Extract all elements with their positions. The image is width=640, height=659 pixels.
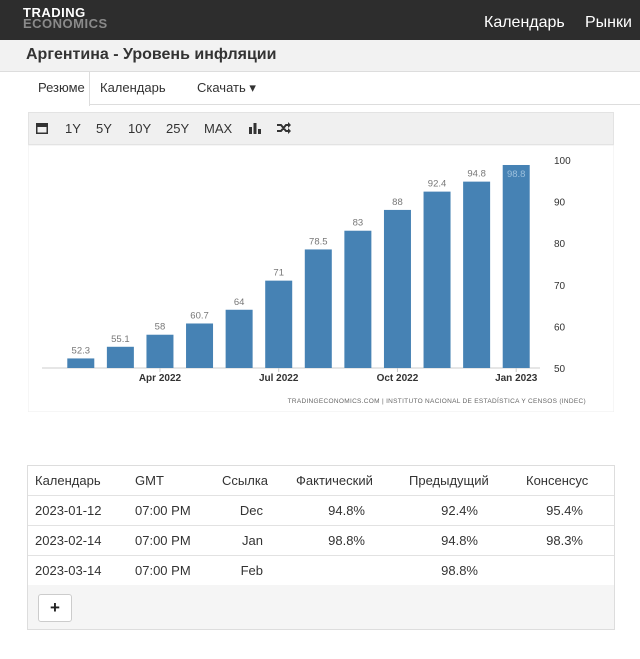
data-label: 55.1 [111,334,130,345]
chart: TRADINGECONOMICS.COM | INSTITUTO NACIONA… [28,145,614,412]
data-label: 78.5 [309,236,328,247]
calendar-table [27,465,615,630]
x-tick-label: Apr 2022 [139,373,182,384]
bar [423,191,451,368]
data-label: 94.8 [467,169,486,180]
bar [344,230,372,368]
table-cell: Dec [239,503,263,518]
data-label: 98.8 [507,169,526,180]
table-cell: Feb [240,563,263,578]
bar [186,323,214,368]
calendar-icon[interactable] [35,121,49,135]
table-cell: Jan [242,533,263,548]
x-tick-label: Jul 2022 [259,373,299,384]
table-cell: 98.8% [441,563,478,578]
data-label: 60.7 [190,310,209,321]
column-header: GMT [135,473,164,488]
data-label: 83 [353,218,364,229]
data-label: 52.3 [72,345,91,356]
table-cell: 98.8% [328,533,365,548]
table-cell: 94.8% [441,533,478,548]
tab[interactable]: Календарь [100,80,166,95]
range-button[interactable]: MAX [204,121,233,136]
table-cell: 98.3% [546,533,583,548]
logo[interactable]: TRADING [23,5,86,20]
table-cell: 2023-01-12 [35,503,102,518]
column-header: Предыдущий [409,473,489,488]
row-divider [28,525,614,526]
data-label: 92.4 [428,179,447,190]
compare-icon[interactable] [276,121,291,135]
table-cell: 95.4% [546,503,583,518]
table-cell: 2023-03-14 [35,563,102,578]
bar [265,280,293,368]
range-button[interactable]: 5Y [96,121,112,136]
y-tick-label: 70 [554,281,566,292]
y-tick-label: 100 [554,156,571,167]
nav-link[interactable]: Календарь [484,14,565,31]
table-cell: 07:00 PM [135,533,191,548]
tab[interactable]: Скачать ▾ [197,80,256,95]
bar [463,181,491,368]
add-button[interactable]: + [38,594,72,622]
table-footer [28,585,614,629]
data-label: 58 [155,322,166,333]
y-tick-label: 50 [554,364,566,375]
x-tick-label: Jan 2023 [495,373,538,384]
x-tick-label: Oct 2022 [377,373,419,384]
column-header: Ссылка [222,473,269,488]
nav-link[interactable]: Рынки [585,14,632,31]
range-button[interactable]: 25Y [166,121,190,136]
y-tick-label: 80 [554,239,566,250]
table-cell: 07:00 PM [135,563,191,578]
active-tab-box [0,71,90,106]
top-bar [0,0,640,40]
bar [304,249,332,368]
range-button[interactable]: 1Y [65,121,81,136]
tab[interactable]: Резюме [38,80,85,95]
tab-line [89,104,640,105]
table-cell: 2023-02-14 [35,533,102,548]
bar [225,309,253,368]
column-header: Фактический [296,473,373,488]
row-divider [28,495,614,496]
bar [383,209,411,368]
bar [502,164,530,368]
y-tick-label: 60 [554,322,566,333]
bar [146,334,174,368]
data-label: 88 [392,197,403,208]
table-cell: 92.4% [441,503,478,518]
table-cell: 07:00 PM [135,503,191,518]
chart-source: TRADINGECONOMICS.COM | INSTITUTO NACIONA… [288,396,586,405]
column-header: Консенсус [526,473,589,488]
range-button[interactable]: 10Y [128,121,152,136]
page-title: Аргентина - Уровень инфляции [26,46,277,63]
bar [67,358,95,368]
logo[interactable]: ECONOMICS [23,16,108,31]
y-tick-label: 90 [554,198,566,209]
chart-type-icon[interactable] [248,121,262,135]
data-label: 71 [273,268,284,279]
table-cell: 94.8% [328,503,365,518]
toolbar [28,112,614,145]
data-label: 64 [234,297,245,308]
column-header: Календарь [35,473,101,488]
bar [106,346,134,368]
row-divider [28,555,614,556]
title-bar [0,40,640,72]
